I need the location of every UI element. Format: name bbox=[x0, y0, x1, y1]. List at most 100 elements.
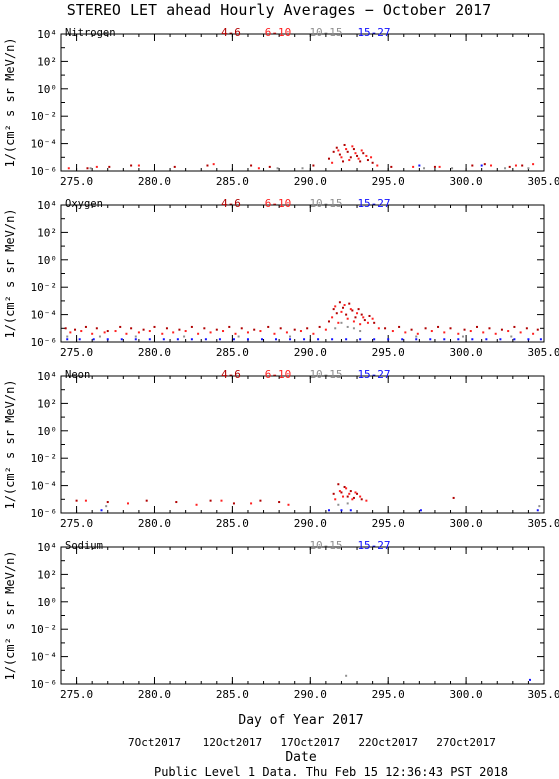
point-15-27 bbox=[513, 338, 516, 341]
point-4-6 bbox=[108, 165, 111, 168]
point-6-10 bbox=[299, 330, 302, 333]
legend-15-27: 15-27 bbox=[357, 368, 390, 381]
point-4-6 bbox=[332, 150, 335, 153]
point-15-27 bbox=[100, 509, 103, 512]
point-6-10 bbox=[103, 331, 106, 334]
point-10-15 bbox=[415, 335, 418, 338]
point-15-27 bbox=[349, 509, 352, 512]
x-tick-label: 300.0 bbox=[450, 175, 483, 188]
point-15-27 bbox=[528, 678, 531, 681]
point-15-27 bbox=[527, 338, 530, 341]
point-15-27 bbox=[148, 338, 151, 341]
x-tick-label: 275.0 bbox=[60, 346, 93, 359]
point-4-6 bbox=[342, 160, 345, 163]
point-15-27 bbox=[415, 338, 418, 341]
x-tick-label: 275.0 bbox=[60, 517, 93, 530]
point-4-6 bbox=[362, 152, 365, 155]
y-tick-label: 10⁴ bbox=[37, 28, 57, 41]
point-4-6 bbox=[343, 485, 346, 488]
point-6-10 bbox=[340, 156, 343, 159]
point-6-10 bbox=[126, 502, 129, 505]
point-6-10 bbox=[67, 167, 70, 170]
point-4-6 bbox=[74, 328, 77, 331]
point-6-10 bbox=[351, 498, 354, 501]
point-15-27 bbox=[190, 338, 193, 341]
point-6-10 bbox=[371, 317, 374, 320]
panel-neon: 275.0 280.0 285.0 290.0 295.0 300.0 305.0 10⁴ 10… bbox=[3, 368, 559, 530]
x-tick-label: 280.0 bbox=[138, 175, 171, 188]
point-15-27 bbox=[303, 338, 306, 341]
point-6-10 bbox=[331, 161, 334, 164]
point-10-15 bbox=[66, 335, 69, 338]
point-15-27 bbox=[359, 338, 362, 341]
point-15-27 bbox=[218, 338, 221, 341]
point-4-6 bbox=[209, 499, 212, 502]
point-4-6 bbox=[366, 159, 369, 162]
legend-10-15: 10-15 bbox=[309, 539, 342, 552]
point-6-10 bbox=[494, 332, 497, 335]
x-tick-label: 280.0 bbox=[138, 517, 171, 530]
point-4-6 bbox=[371, 161, 374, 164]
panel-oxygen: 275.0 280.0 285.0 290.0 295.0 300.0 305.0 10⁴ 10… bbox=[3, 197, 559, 359]
panel-sodium: 275.0 280.0 285.0 290.0 295.0 300.0 305.0 10⁴ 10… bbox=[3, 539, 559, 701]
y-tick-label: 10⁴ bbox=[37, 541, 57, 554]
point-4-6 bbox=[332, 492, 335, 495]
point-6-10 bbox=[404, 331, 407, 334]
point-4-6 bbox=[332, 308, 335, 311]
point-10-15 bbox=[423, 167, 426, 170]
point-6-10 bbox=[334, 498, 337, 501]
point-6-10 bbox=[532, 163, 535, 166]
point-6-10 bbox=[184, 330, 187, 333]
point-15-27 bbox=[471, 338, 474, 341]
y-tick-label: 10⁰ bbox=[37, 596, 57, 609]
point-10-15 bbox=[134, 335, 137, 338]
point-4-6 bbox=[437, 325, 440, 328]
point-6-10 bbox=[349, 308, 352, 311]
point-6-10 bbox=[438, 165, 441, 168]
y-tick-label: 10⁻⁶ bbox=[31, 165, 58, 178]
point-6-10 bbox=[356, 312, 359, 315]
point-15-27 bbox=[373, 338, 376, 341]
x-tick-label: 295.0 bbox=[372, 688, 405, 701]
x-tick-label: 300.0 bbox=[450, 688, 483, 701]
date-tick-label: 12Oct2017 bbox=[203, 736, 263, 749]
point-6-10 bbox=[148, 330, 151, 333]
point-4-6 bbox=[343, 143, 346, 146]
point-4-6 bbox=[178, 328, 181, 331]
point-6-10 bbox=[416, 332, 419, 335]
legend-4-6: 4-6 bbox=[221, 368, 241, 381]
point-4-6 bbox=[338, 301, 341, 304]
point-4-6 bbox=[368, 314, 371, 317]
point-6-10 bbox=[391, 330, 394, 333]
point-6-10 bbox=[95, 165, 98, 168]
point-4-6 bbox=[346, 150, 349, 153]
panel-label: Oxygen bbox=[65, 198, 103, 210]
y-axis-label: 1/(cm² s sr MeV/n) bbox=[3, 550, 17, 680]
point-6-10 bbox=[338, 490, 341, 493]
panel-nitrogen: 275.0 280.0 285.0 290.0 295.0 300.0 305.0 10⁴ 10… bbox=[3, 26, 559, 188]
point-15-27 bbox=[260, 338, 263, 341]
point-6-10 bbox=[125, 332, 128, 335]
x-axis-label: Day of Year 2017 bbox=[238, 713, 363, 728]
x-tick-label: 290.0 bbox=[294, 517, 327, 530]
point-4-6 bbox=[337, 483, 340, 486]
point-4-6 bbox=[335, 146, 338, 149]
chart-title: STEREO LET ahead Hourly Averages − Octob… bbox=[67, 1, 491, 19]
point-10-15 bbox=[276, 167, 279, 170]
point-6-10 bbox=[345, 487, 348, 490]
point-6-10 bbox=[359, 323, 362, 326]
x-tick-label: 280.0 bbox=[138, 688, 171, 701]
point-4-6 bbox=[536, 328, 539, 331]
point-6-10 bbox=[340, 310, 343, 313]
x-tick-label: 290.0 bbox=[294, 175, 327, 188]
point-4-6 bbox=[335, 312, 338, 315]
point-4-6 bbox=[342, 306, 345, 309]
x-tick-label: 305.0 bbox=[527, 175, 559, 188]
point-4-6 bbox=[64, 327, 67, 330]
point-15-27 bbox=[536, 509, 539, 512]
point-6-10 bbox=[337, 321, 340, 324]
point-10-15 bbox=[527, 167, 530, 170]
legend-15-27: 15-27 bbox=[357, 539, 390, 552]
point-4-6 bbox=[75, 499, 78, 502]
point-6-10 bbox=[250, 502, 253, 505]
